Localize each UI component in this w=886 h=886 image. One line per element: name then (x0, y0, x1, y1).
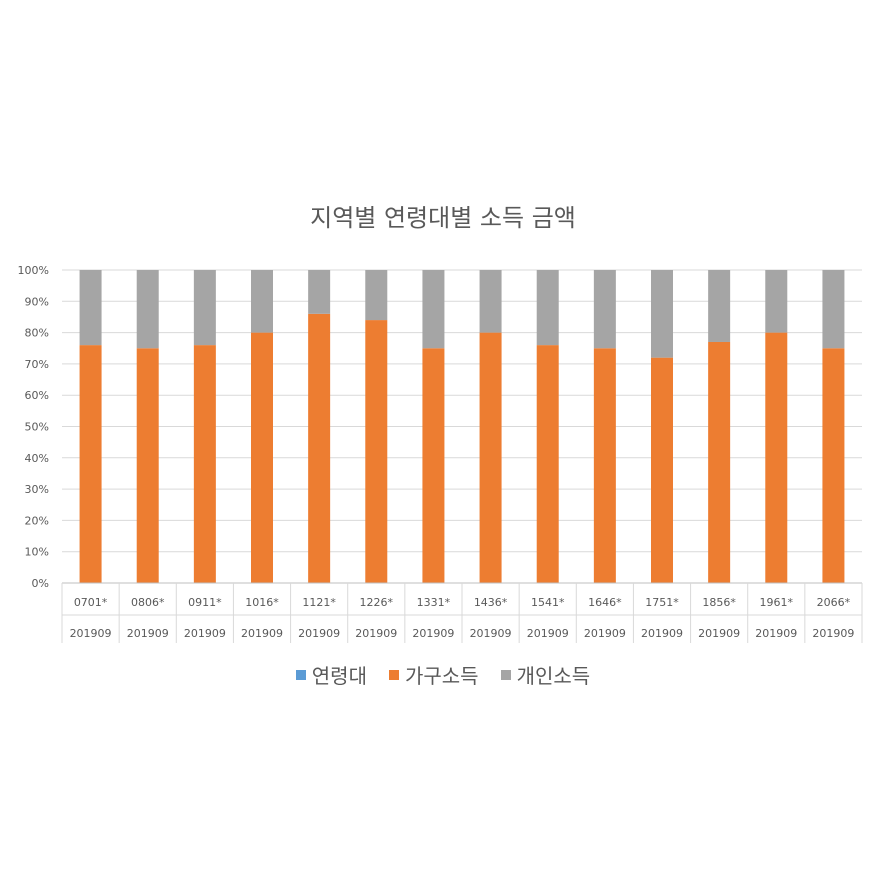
bar-segment (193, 270, 216, 346)
x-tick-label: 1121* (302, 596, 336, 609)
x-tick-label: 1646* (588, 596, 622, 609)
y-tick-label: 30% (25, 483, 49, 496)
bar-segment (765, 270, 788, 333)
bar-segment (308, 270, 331, 314)
bar-segment (308, 313, 331, 583)
bar-segment (136, 270, 159, 349)
y-tick-label: 40% (25, 452, 49, 465)
bar-segment (765, 332, 788, 583)
bar-segment (822, 270, 845, 349)
legend-item: 가구소득 (388, 660, 479, 689)
x-tick-label-level2: 201909 (698, 627, 740, 640)
legend-swatch (295, 669, 306, 680)
legend-label: 개인소득 (516, 664, 591, 688)
x-tick-label: 1436* (474, 596, 508, 609)
bar-segment (193, 345, 216, 583)
y-tick-label: 70% (25, 358, 49, 371)
legend-item: 연령대 (295, 660, 367, 689)
bar-segment (79, 270, 102, 346)
bar-segment (536, 270, 559, 346)
bar-segment (479, 332, 502, 583)
x-tick-label: 1016* (245, 596, 279, 609)
y-tick-label: 10% (25, 546, 49, 559)
bar-segment (822, 348, 845, 583)
x-tick-label: 1226* (360, 596, 394, 609)
x-tick-label-level2: 201909 (127, 627, 169, 640)
x-tick-label: 1331* (417, 596, 451, 609)
x-tick-label: 0701* (74, 596, 108, 609)
bar-segment (536, 345, 559, 583)
legend-swatch (388, 669, 399, 680)
x-tick-label-level2: 201909 (355, 627, 397, 640)
bar-segment (422, 348, 445, 583)
x-tick-label: 1856* (702, 596, 736, 609)
x-tick-label: 1541* (531, 596, 565, 609)
x-tick-label: 1961* (760, 596, 794, 609)
bar-segment (479, 270, 502, 333)
y-tick-label: 100% (18, 264, 49, 277)
bar-segment (708, 341, 731, 583)
x-tick-label-level2: 201909 (298, 627, 340, 640)
x-tick-label-level2: 201909 (470, 627, 512, 640)
bar-segment (593, 270, 616, 349)
y-axis-ticks: 0% 10% 20% 30% 40% 50% 60% 70% 80% 90% 100% (18, 264, 49, 590)
bar-segment (365, 270, 388, 321)
bar-segment (251, 332, 273, 583)
x-axis: 0701* 201909 0806* 201909 0911* 201909 1016* 20… (61, 582, 863, 643)
bar-segment (136, 348, 159, 583)
bar-segment (651, 357, 673, 583)
y-tick-label: 80% (25, 327, 49, 340)
y-tick-label: 20% (25, 514, 49, 527)
legend-label: 연령대 (311, 664, 367, 688)
bar-segment (593, 348, 616, 583)
x-tick-label-level2: 201909 (70, 627, 112, 640)
x-tick-label-level2: 201909 (812, 627, 854, 640)
bar-segment (708, 270, 731, 342)
legend-label: 가구소득 (404, 664, 479, 688)
gridlines (62, 269, 862, 584)
legend: 연령대 가구소득 개인소득 (0, 660, 886, 689)
x-tick-label-level2: 201909 (527, 627, 569, 640)
x-tick-label: 2066* (817, 596, 851, 609)
legend-item: 개인소득 (500, 660, 591, 689)
y-tick-label: 90% (25, 295, 49, 308)
bars (79, 270, 845, 583)
x-tick-label-level2: 201909 (584, 627, 626, 640)
x-tick-label-level2: 201909 (641, 627, 683, 640)
bar-segment (79, 345, 102, 583)
y-tick-label: 0% (32, 577, 49, 590)
bar-segment (251, 270, 273, 333)
bar-segment (365, 320, 388, 583)
y-tick-label: 50% (25, 421, 49, 434)
x-tick-label-level2: 201909 (241, 627, 283, 640)
x-tick-label: 0806* (131, 596, 165, 609)
legend-swatch (500, 669, 511, 680)
chart-title: 지역별 연령대별 소득 금액 (310, 204, 576, 232)
x-tick-label: 1751* (645, 596, 679, 609)
y-tick-label: 60% (25, 389, 49, 402)
x-tick-label-level2: 201909 (755, 627, 797, 640)
bar-segment (422, 270, 445, 349)
x-tick-label-level2: 201909 (184, 627, 226, 640)
x-tick-label-level2: 201909 (412, 627, 454, 640)
x-tick-label: 0911* (188, 596, 222, 609)
bar-segment (651, 270, 673, 358)
